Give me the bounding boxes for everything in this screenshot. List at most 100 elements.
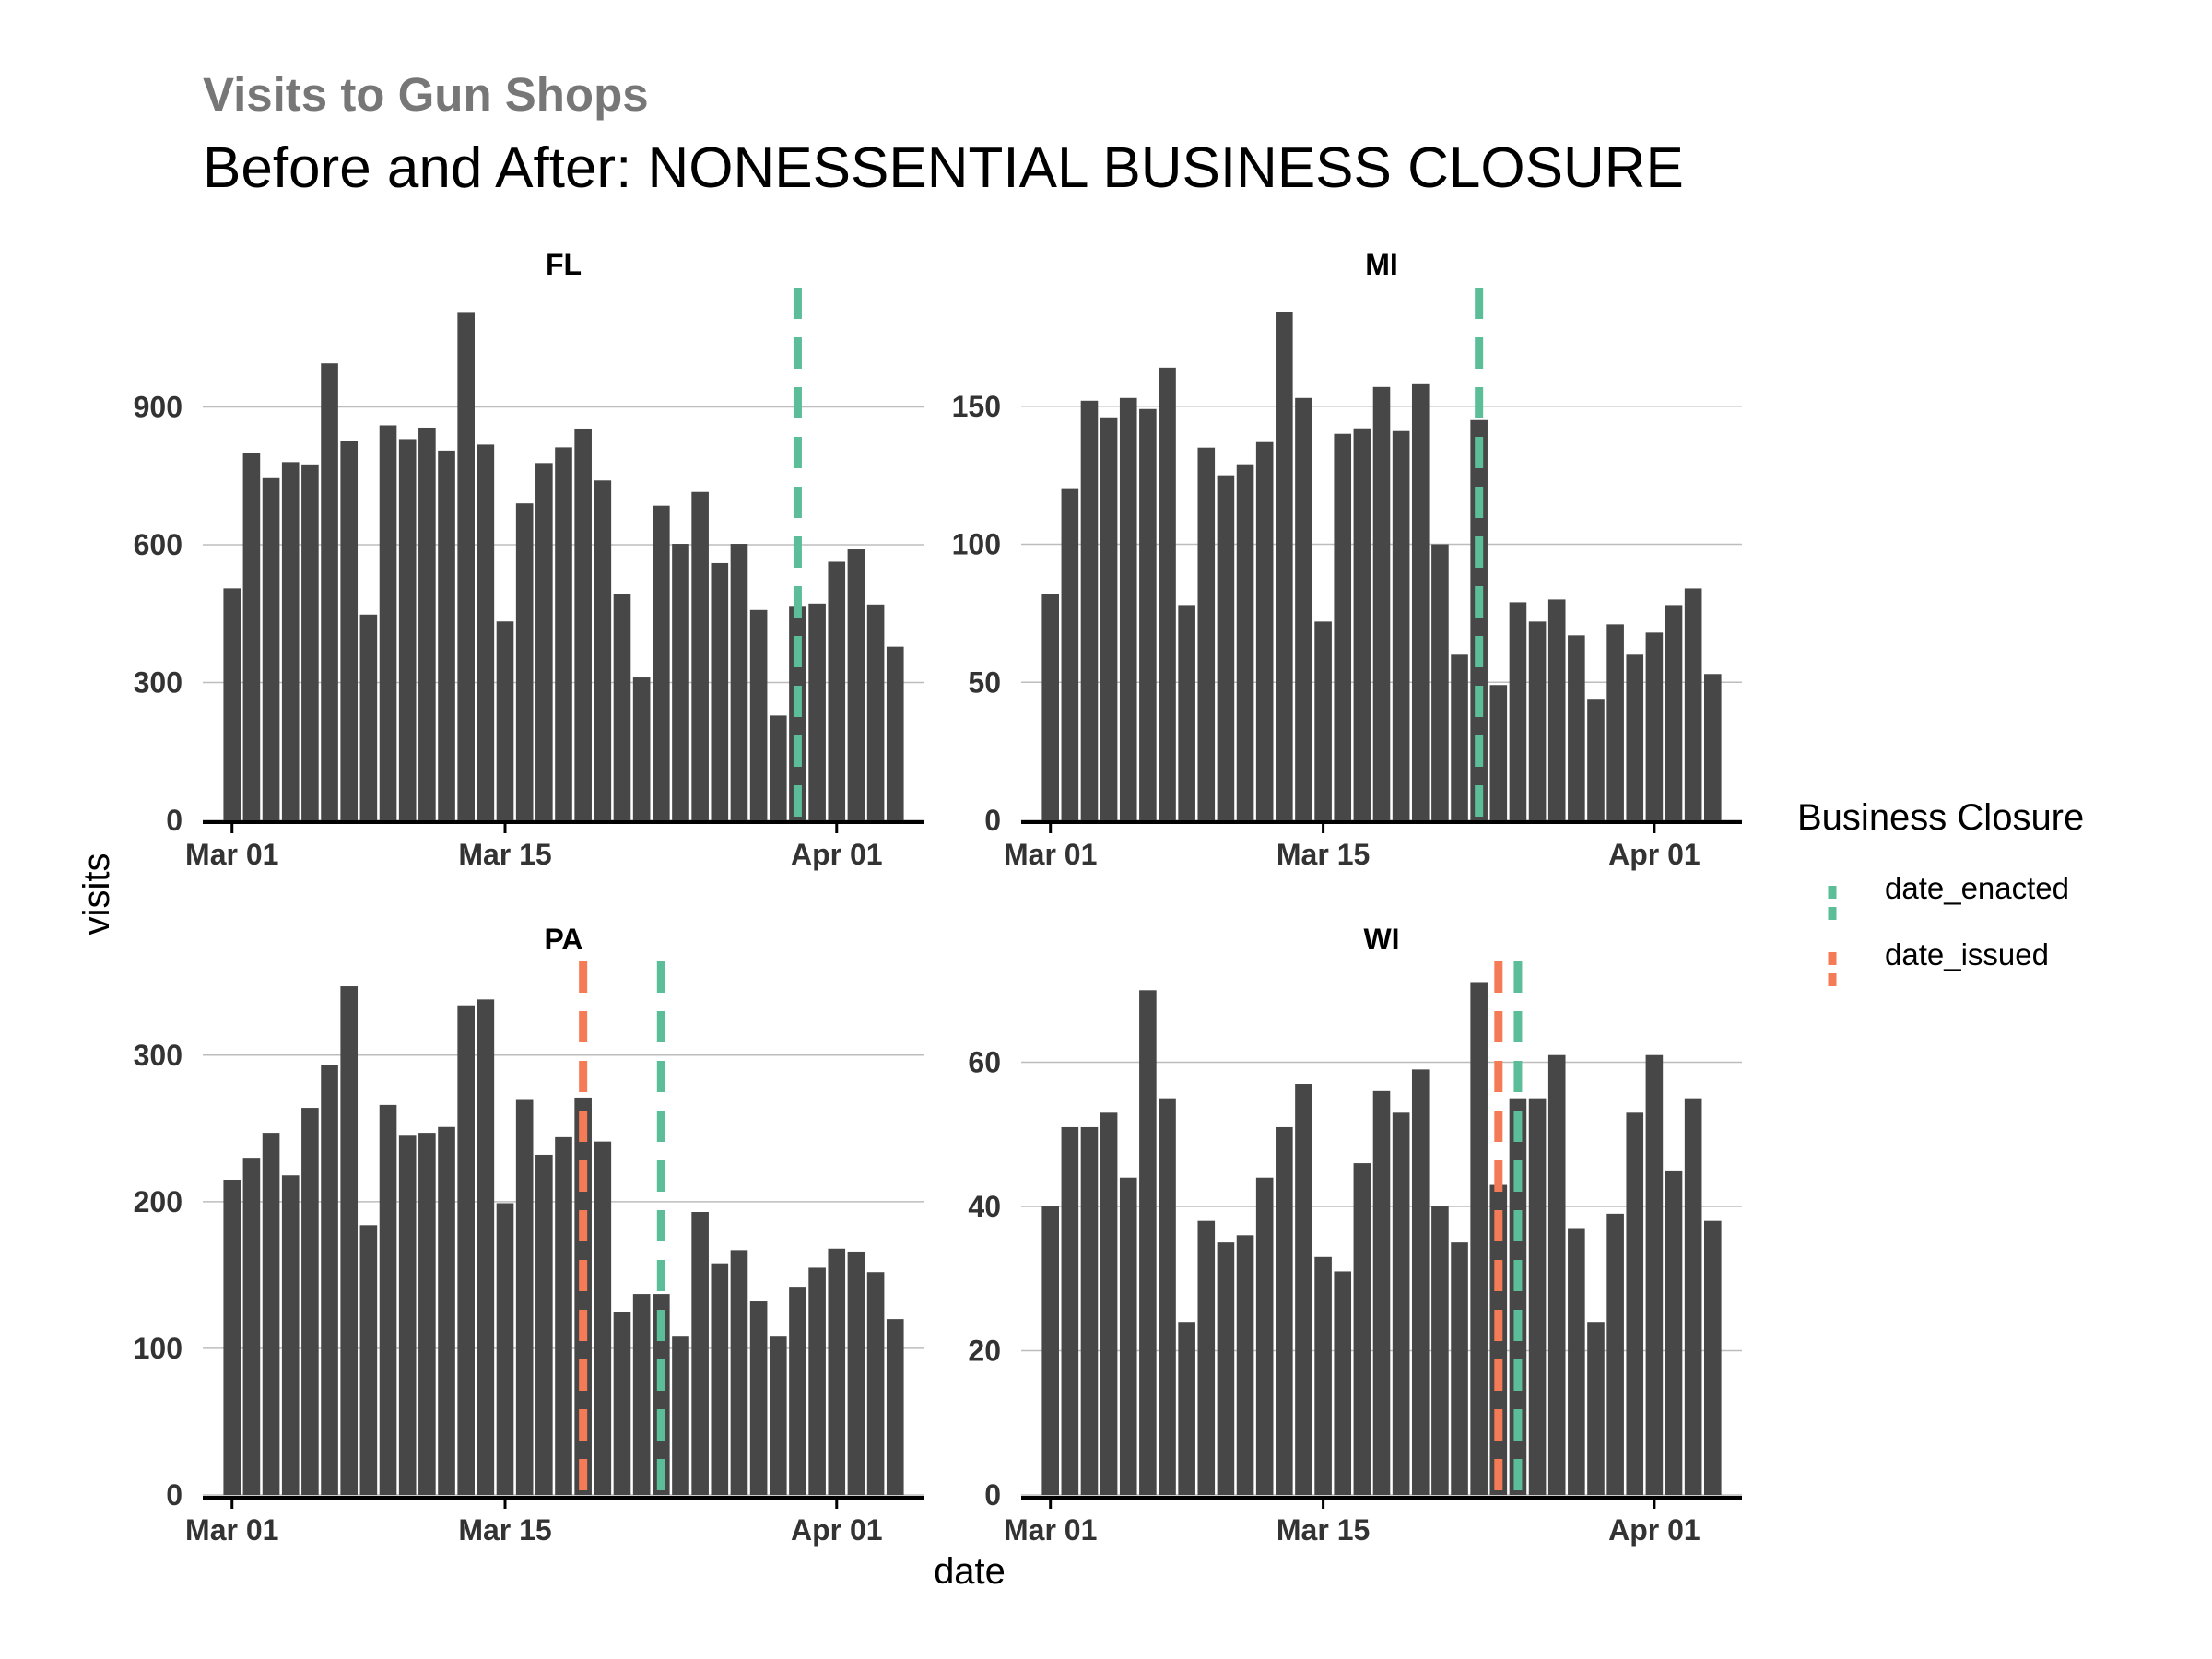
y-tick-label: 60 xyxy=(968,1046,1001,1079)
bar xyxy=(457,1005,476,1495)
bar xyxy=(1334,1271,1352,1495)
bar xyxy=(1139,990,1157,1495)
bar xyxy=(828,1248,846,1495)
bar xyxy=(1061,488,1079,820)
bar xyxy=(1236,1235,1254,1495)
chart-subtitle: Before and After: NONESSENTIAL BUSINESS … xyxy=(203,136,1684,200)
bar xyxy=(652,1294,670,1495)
bar xyxy=(1197,447,1216,820)
bar xyxy=(359,614,378,820)
bar xyxy=(808,1267,826,1495)
bar xyxy=(1255,441,1274,820)
x-tick-label: Mar 01 xyxy=(185,1513,278,1547)
bar xyxy=(828,561,846,820)
y-tick-label: 0 xyxy=(166,804,182,837)
bar xyxy=(1372,1090,1391,1495)
bar xyxy=(340,441,359,820)
bar xyxy=(1295,1084,1312,1495)
bar xyxy=(379,1104,397,1495)
bar xyxy=(886,646,904,820)
bar xyxy=(1276,312,1293,820)
x-tick-label: Mar 01 xyxy=(1004,1513,1097,1547)
bar xyxy=(438,1126,455,1495)
bar xyxy=(477,444,495,820)
x-tick-label: Apr 01 xyxy=(791,1513,883,1547)
bar xyxy=(398,439,417,820)
bar xyxy=(1703,1220,1722,1495)
panel-fl: FL 0 300 600 900 Mar 01 Mar 15 Apr 01 xyxy=(134,248,924,871)
y-tick-label: 100 xyxy=(952,528,1001,561)
bar xyxy=(1509,1098,1527,1495)
bar xyxy=(1353,428,1371,820)
bar xyxy=(652,505,670,820)
bar xyxy=(1626,654,1644,820)
panel-label-mi: MI xyxy=(1365,248,1398,281)
bar xyxy=(1703,674,1722,820)
bar xyxy=(1587,1322,1605,1495)
bar xyxy=(1392,1112,1410,1495)
bar xyxy=(730,1250,748,1495)
bar xyxy=(1061,1126,1079,1495)
bar xyxy=(1178,1322,1195,1495)
bar xyxy=(769,1336,787,1495)
bar xyxy=(613,1312,631,1495)
bar xyxy=(1411,383,1430,820)
bar xyxy=(1119,1177,1137,1495)
bar xyxy=(1684,588,1702,820)
legend-item-date-issued: date_issued xyxy=(1828,937,2049,987)
bar xyxy=(594,480,612,820)
x-tick-label: Apr 01 xyxy=(1608,838,1700,871)
bar xyxy=(321,1065,338,1495)
x-tick-label: Mar 15 xyxy=(1277,1513,1370,1547)
x-tick-label: Mar 15 xyxy=(458,1513,551,1547)
bar xyxy=(1587,699,1605,820)
bar xyxy=(438,450,455,820)
bar xyxy=(1295,397,1312,820)
bar xyxy=(262,477,280,820)
bar xyxy=(1139,408,1157,820)
bar xyxy=(1236,464,1254,820)
bar xyxy=(1489,685,1508,820)
y-tick-label: 100 xyxy=(134,1332,182,1365)
panel-label-pa: PA xyxy=(544,923,582,956)
bar xyxy=(340,986,359,1495)
x-tick-label: Mar 15 xyxy=(458,838,551,871)
panel-label-wi: WI xyxy=(1363,923,1399,956)
x-tick-label: Apr 01 xyxy=(791,838,883,871)
bar xyxy=(418,427,436,820)
panel-wi: WI 0 20 40 60 Mar 01 Mar 15 Apr 01 xyxy=(968,923,1742,1547)
bar xyxy=(1470,419,1488,820)
bar xyxy=(535,1154,553,1495)
bar xyxy=(1255,1177,1274,1495)
bar xyxy=(672,544,689,820)
bar xyxy=(1100,1112,1118,1495)
bar xyxy=(749,609,768,820)
x-axis-title: date xyxy=(934,1551,1006,1592)
y-tick-label: 0 xyxy=(984,1478,1001,1512)
y-tick-label: 150 xyxy=(952,390,1001,423)
bar xyxy=(1353,1163,1371,1495)
bar xyxy=(808,603,826,820)
bar xyxy=(1606,624,1624,820)
bar xyxy=(496,621,514,820)
bar xyxy=(457,312,476,821)
bar xyxy=(515,503,534,820)
bar xyxy=(1431,1206,1449,1495)
bar xyxy=(672,1336,689,1495)
y-tick-label: 40 xyxy=(968,1190,1001,1223)
bar xyxy=(242,1158,261,1495)
y-tick-label: 300 xyxy=(134,1039,182,1072)
panel-pa: PA 0 100 200 300 Mar 01 Mar 15 Apr 01 xyxy=(134,923,924,1547)
bar xyxy=(1100,417,1118,820)
y-tick-label: 300 xyxy=(134,666,182,700)
bar xyxy=(1217,1242,1235,1495)
bar xyxy=(1606,1213,1624,1495)
x-tick-label: Mar 01 xyxy=(1004,838,1097,871)
bar xyxy=(574,428,592,820)
bar xyxy=(1547,1054,1566,1495)
bar xyxy=(1645,632,1664,820)
y-tick-label: 50 xyxy=(968,665,1001,699)
bar xyxy=(1119,397,1137,820)
bar xyxy=(301,464,319,820)
